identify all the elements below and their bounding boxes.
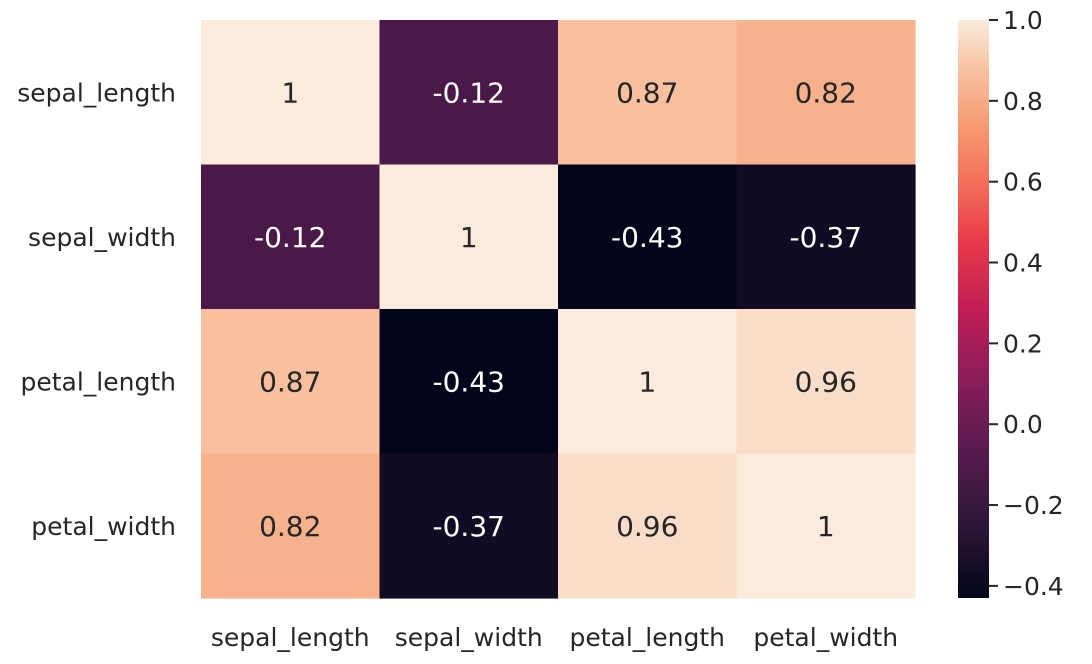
heatmap-cell (201, 453, 381, 599)
x-tick-label: sepal_width (395, 623, 543, 652)
cell-value-label: 0.87 (616, 76, 678, 109)
colorbar (958, 20, 989, 598)
heatmap-cell (379, 453, 559, 599)
colorbar-tick-label: −0.4 (1003, 572, 1064, 601)
cell-value-label: -0.12 (254, 221, 326, 254)
cell-value-label: -0.37 (433, 510, 505, 543)
heatmap-cell (201, 164, 381, 310)
cell-value-label: 1 (817, 510, 835, 543)
heatmap-cells (201, 20, 916, 599)
y-tick-label: sepal_width (28, 223, 176, 252)
heatmap-cell (736, 453, 916, 599)
cell-value-label: 1 (638, 365, 656, 398)
colorbar-gradient (958, 20, 989, 598)
heatmap-cell (201, 20, 381, 166)
heatmap-cell (558, 20, 738, 166)
heatmap-cell (558, 453, 738, 599)
cell-value-label: -0.43 (433, 365, 505, 398)
colorbar-tick-label: 0.4 (1003, 249, 1043, 278)
x-tick-label: petal_length (569, 623, 725, 652)
y-tick-label: sepal_length (17, 78, 176, 107)
y-tick-label: petal_width (31, 512, 176, 541)
heatmap-cell (201, 309, 381, 455)
cell-value-label: 1 (460, 221, 478, 254)
heatmap-cell (379, 164, 559, 310)
colorbar-tick-label: 0.6 (1003, 168, 1043, 197)
colorbar-tick-label: 0.2 (1003, 329, 1043, 358)
cell-value-label: 0.82 (259, 510, 321, 543)
colorbar-tick-label: 0.0 (1003, 410, 1043, 439)
y-tick-labels: sepal_length sepal_width petal_lengthpetal… (17, 78, 176, 541)
x-tick-label: petal_width (753, 623, 898, 652)
heatmap-cell (379, 20, 559, 166)
heatmap-cell (379, 309, 559, 455)
colorbar-tick-label: 1.0 (1003, 6, 1043, 35)
cell-value-label: 0.96 (795, 365, 857, 398)
cell-value-label: 0.82 (795, 76, 857, 109)
heatmap-cell (558, 309, 738, 455)
cell-value-label: 0.96 (616, 510, 678, 543)
x-tick-label: sepal_length (211, 623, 370, 652)
colorbar-ticks: 1.0 0.8 0.6 0.4 0.2 0.0 −0.2 −0.4 (989, 6, 1064, 601)
heatmap-cell (736, 309, 916, 455)
colorbar-tick-label: −0.2 (1003, 491, 1064, 520)
colorbar-tick-label: 0.8 (1003, 87, 1043, 116)
cell-value-label: -0.12 (433, 76, 505, 109)
cell-value-label: -0.43 (611, 221, 683, 254)
heatmap-cell (558, 164, 738, 310)
heatmap-cell-labels: 1 -0.12 0.87 0.82 -0.12 1 -0.43 -0.37 0.87 -0.43 1… (254, 76, 862, 543)
heatmap-cell (736, 20, 916, 166)
cell-value-label: 1 (281, 76, 299, 109)
cell-value-label: -0.37 (790, 221, 862, 254)
cell-value-label: 0.87 (259, 365, 321, 398)
x-tick-labels: sepal_length sepal_width petal_length petal… (211, 623, 898, 652)
y-tick-label: petal_length (20, 367, 176, 396)
heatmap-cell (736, 164, 916, 310)
